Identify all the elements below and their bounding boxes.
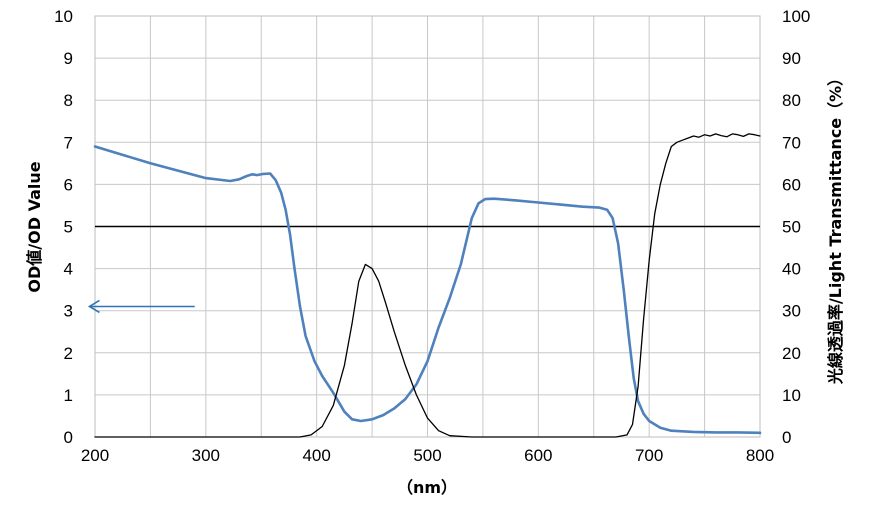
y-tick-label-left: 9: [64, 49, 73, 68]
y-tick-label-right: 40: [782, 260, 801, 279]
x-tick-label: 400: [302, 446, 330, 465]
y-tick-label-right: 100: [782, 7, 810, 26]
arrow-head: [87, 299, 100, 314]
y-tick-label-left: 0: [64, 428, 73, 447]
y-tick-label-right: 0: [782, 428, 791, 447]
y-tick-label-right: 10: [782, 386, 801, 405]
y-tick-label-left: 5: [64, 218, 73, 237]
x-tick-label: 500: [413, 446, 441, 465]
y-tick-label-right: 20: [782, 344, 801, 363]
tick-labels: 200 300 400 500 600 700 8000123456789100102030…: [54, 7, 810, 465]
y-axis-title-right: 光線透過率/Light Transmittance（%）: [826, 70, 845, 385]
x-tick-label: 600: [524, 446, 552, 465]
y-tick-label-left: 10: [54, 7, 73, 26]
y-tick-label-left: 3: [64, 302, 73, 321]
series-group: [93, 133, 762, 438]
y-tick-label-right: 50: [782, 218, 801, 237]
x-tick-label: 300: [192, 446, 220, 465]
x-tick-label: 200: [81, 446, 109, 465]
y-tick-label-right: 90: [782, 49, 801, 68]
x-axis-title: （nm）: [397, 478, 457, 497]
y-tick-label-left: 4: [64, 260, 73, 279]
y-tick-label-right: 60: [782, 175, 801, 194]
x-tick-label: 800: [746, 446, 774, 465]
x-tick-label: 700: [635, 446, 663, 465]
y-tick-label-left: 1: [64, 386, 73, 405]
y-tick-label-right: 80: [782, 91, 801, 110]
series-line-od: [93, 145, 762, 435]
y-tick-label-left: 7: [64, 133, 73, 152]
series-line-transmittance: [94, 133, 761, 438]
y-tick-label-right: 30: [782, 302, 801, 321]
arrow-annotation: [87, 299, 195, 314]
y-tick-label-left: 6: [64, 175, 73, 194]
y-tick-label-right: 70: [782, 133, 801, 152]
y-axis-title-left: OD値/OD Value: [25, 161, 44, 292]
y-tick-label-left: 2: [64, 344, 73, 363]
y-tick-label-left: 8: [64, 91, 73, 110]
